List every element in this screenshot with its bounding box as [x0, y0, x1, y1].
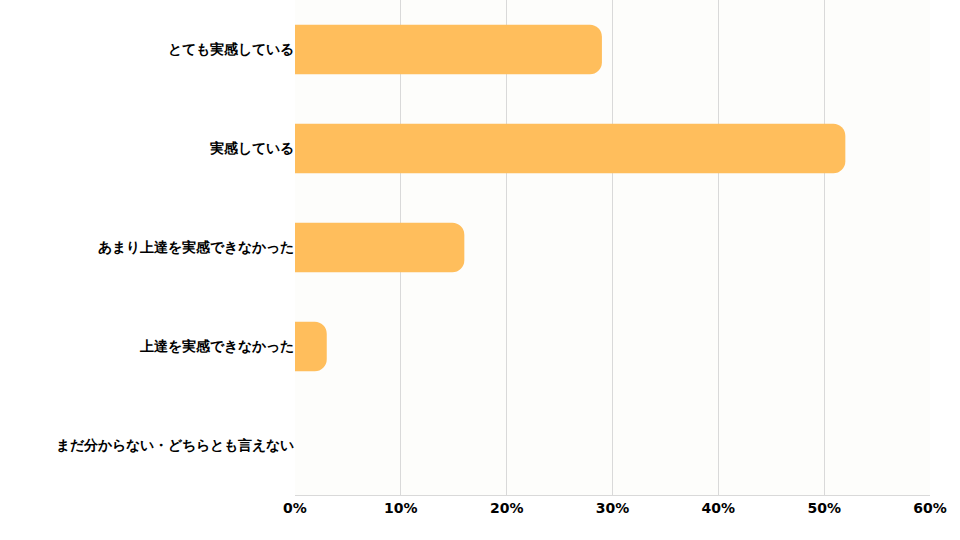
- svg-text:あまり上達を実感できなかった: あまり上達を実感できなかった: [98, 239, 294, 255]
- svg-text:30%: 30%: [596, 500, 630, 516]
- svg-text:50%: 50%: [807, 500, 841, 516]
- svg-text:0%: 0%: [283, 500, 307, 516]
- svg-text:実感している: 実感している: [210, 140, 294, 156]
- svg-text:まだ分からない・どちらとも言えない: まだ分からない・どちらとも言えない: [56, 437, 294, 453]
- svg-text:60%: 60%: [913, 500, 947, 516]
- svg-text:20%: 20%: [490, 500, 524, 516]
- svg-text:10%: 10%: [384, 500, 418, 516]
- svg-text:40%: 40%: [702, 500, 736, 516]
- svg-text:とても実感している: とても実感している: [168, 41, 294, 57]
- svg-text:上達を実感できなかった: 上達を実感できなかった: [139, 338, 294, 354]
